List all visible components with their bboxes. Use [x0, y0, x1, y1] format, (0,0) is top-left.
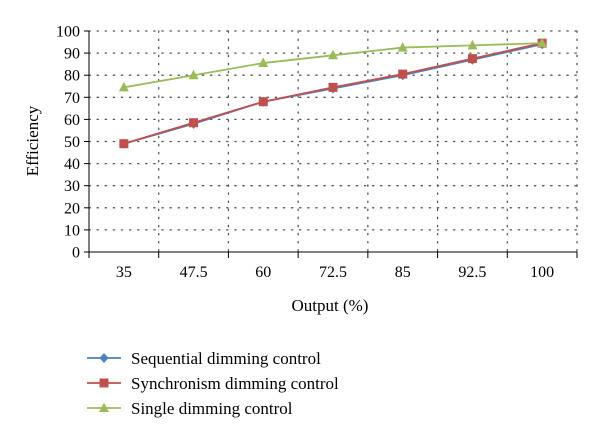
legend-label: Single dimming control	[131, 399, 293, 418]
x-tick-label: 60	[255, 264, 271, 281]
data-point-single-dimming-control	[467, 39, 478, 50]
y-axis-title: Efficiency	[23, 105, 42, 176]
y-tick-label: 80	[64, 68, 80, 85]
data-point-single-dimming-control	[328, 49, 338, 60]
y-tick-label: 100	[56, 24, 80, 41]
x-tick-label: 47.5	[180, 264, 208, 281]
series-line-single-dimming-control	[123, 42, 543, 89]
data-point-single-dimming-control	[397, 42, 408, 52]
y-tick-label: 90	[64, 46, 80, 63]
y-tick-label: 10	[64, 222, 80, 239]
legend-marker-triangle-icon	[99, 402, 109, 412]
legend: Sequential dimming control Synchronism di…	[87, 349, 339, 418]
legend-item-synchronism-dimming-control: Synchronism dimming control	[87, 374, 339, 393]
grid-lines	[88, 30, 578, 253]
data-point-synchronism-dimming-control	[258, 97, 268, 107]
data-point-single-dimming-control	[118, 81, 129, 92]
y-tick-labels: 0 10 20 30 40 50 60 70 80 90 100	[56, 24, 80, 262]
x-tick-label: 92.5	[458, 264, 486, 281]
legend-item-single-dimming-control: Single dimming control	[87, 399, 293, 418]
data-point-single-dimming-control	[188, 69, 199, 80]
data-point-single-dimming-control	[258, 57, 269, 68]
data-point-single-dimming-control	[537, 37, 548, 48]
y-tick-label: 50	[64, 134, 80, 151]
x-axis-title: Output (%)	[292, 296, 369, 315]
x-tick-label: 72.5	[319, 264, 347, 281]
data-point-synchronism-dimming-control	[119, 139, 129, 149]
legend-item-sequential-dimming-control: Sequential dimming control	[87, 349, 321, 368]
data-point-synchronism-dimming-control	[467, 54, 477, 64]
axes	[84, 30, 578, 258]
legend-marker-square-icon	[99, 378, 109, 388]
y-tick-label: 70	[64, 90, 80, 107]
y-tick-label: 60	[64, 112, 80, 129]
legend-label: Synchronism dimming control	[131, 374, 339, 393]
data-point-synchronism-dimming-control	[189, 118, 199, 128]
y-tick-label: 20	[64, 200, 80, 217]
data-point-synchronism-dimming-control	[398, 69, 408, 79]
x-tick-labels: 35 47.5 60 72.5 85 92.5 100	[116, 264, 554, 281]
x-tick-label: 35	[116, 264, 132, 281]
y-tick-label: 40	[64, 156, 80, 173]
legend-marker-diamond-icon	[99, 353, 109, 363]
data-point-synchronism-dimming-control	[328, 82, 338, 92]
series-lines	[118, 37, 548, 149]
x-tick-label: 85	[395, 264, 411, 281]
x-tick-label: 100	[530, 264, 554, 281]
y-tick-label: 0	[72, 245, 80, 262]
legend-label: Sequential dimming control	[131, 349, 321, 368]
y-tick-label: 30	[64, 178, 80, 195]
